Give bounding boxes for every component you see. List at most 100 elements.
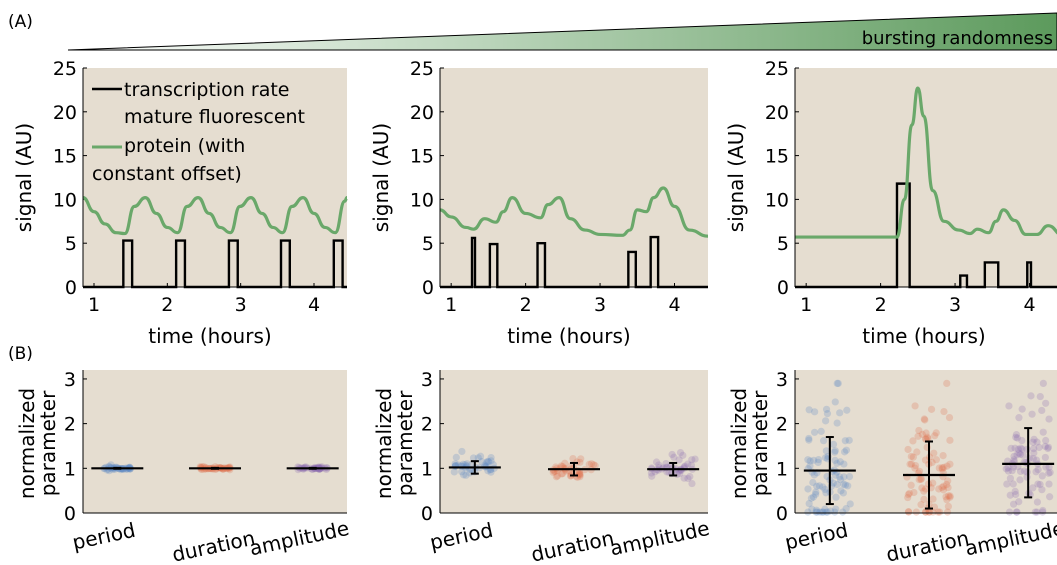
data-point [686,473,694,481]
data-point [576,470,584,479]
data-point [925,508,933,516]
data-point [918,484,926,492]
data-point [845,472,854,481]
y-tick-label: 0 [65,277,77,299]
data-point [484,467,492,475]
data-point [836,409,844,417]
data-point [911,461,920,470]
data-point [1042,463,1050,471]
plot-area [83,68,347,287]
data-point [675,456,683,464]
y-tick-label: 0 [422,277,434,299]
data-point [1012,490,1020,499]
data-point [841,437,849,445]
data-point [939,486,948,494]
x-axis-label: time (hours) [148,324,271,348]
data-point [923,433,932,441]
data-point [1008,467,1016,475]
x-category-label: amplitude [247,516,351,560]
y-tick-label: 1 [421,458,433,480]
y-tick-label: 1 [64,458,76,480]
y-axis-label-line2: parameter [393,390,417,496]
data-point [1015,414,1023,422]
data-point [921,508,930,516]
y-tick-label: 0 [421,503,433,525]
data-point [1006,491,1014,499]
data-point [452,453,460,461]
data-point [806,462,814,470]
data-point [561,459,569,467]
data-point [833,419,841,427]
data-point [944,484,952,492]
x-tick-label: 1 [445,294,457,316]
data-point [821,454,830,462]
x-category-label: period [70,518,137,555]
data-point [487,457,495,465]
data-point [831,471,840,479]
data-point [906,460,914,468]
data-point [1030,444,1038,453]
data-point [1029,438,1037,446]
data-point [1002,465,1010,473]
plot-area [440,68,708,287]
data-point [1018,436,1026,445]
data-point [815,482,824,490]
data-point [912,508,920,516]
data-point [822,508,830,516]
x-category-label: period [428,518,495,555]
randomness-gradient-wedge [67,12,1057,51]
data-point [822,405,831,413]
y-tick-label: 5 [777,233,789,255]
data-point [1013,434,1021,442]
data-point [920,495,928,503]
y-tick-label: 15 [410,146,434,168]
data-point [936,508,944,516]
x-category-label: period [783,518,850,555]
data-point [814,458,822,466]
data-point [1016,450,1025,458]
data-point [450,468,458,476]
data-point [818,508,826,516]
data-point [1013,508,1021,516]
y-tick-label: 1 [776,458,788,480]
data-point [458,447,466,456]
data-point [558,470,567,478]
data-point [831,448,839,456]
data-point [834,379,842,388]
data-point [1014,445,1022,453]
data-point [907,452,915,461]
data-point [458,468,466,476]
data-point [946,460,954,468]
data-point [915,467,924,475]
data-point [1033,498,1042,506]
data-point [476,452,485,460]
data-point [1045,469,1053,477]
transcription-series-line [83,239,347,289]
data-point [1031,508,1039,516]
x-category-label: duration [529,526,616,565]
data-point [1034,465,1042,474]
data-point [679,451,687,459]
data-point [1033,438,1041,446]
data-point [1016,476,1024,484]
protein-series-line [82,196,348,236]
data-point [929,495,937,503]
y-tick-label: 10 [765,189,789,211]
legend-label-protein-line: protein (with [124,135,245,157]
data-point [823,410,832,418]
data-point [665,468,673,476]
data-point [1038,472,1046,480]
x-tick-label: 2 [161,294,173,316]
data-point [808,505,816,513]
y-tick-label: 0 [777,277,789,299]
data-point [1010,456,1018,464]
data-point [842,505,850,513]
data-point [691,455,699,463]
data-point [1045,415,1053,423]
x-tick-label: 1 [800,294,812,316]
data-point [833,480,841,489]
data-point [459,460,467,468]
data-point [921,485,930,493]
